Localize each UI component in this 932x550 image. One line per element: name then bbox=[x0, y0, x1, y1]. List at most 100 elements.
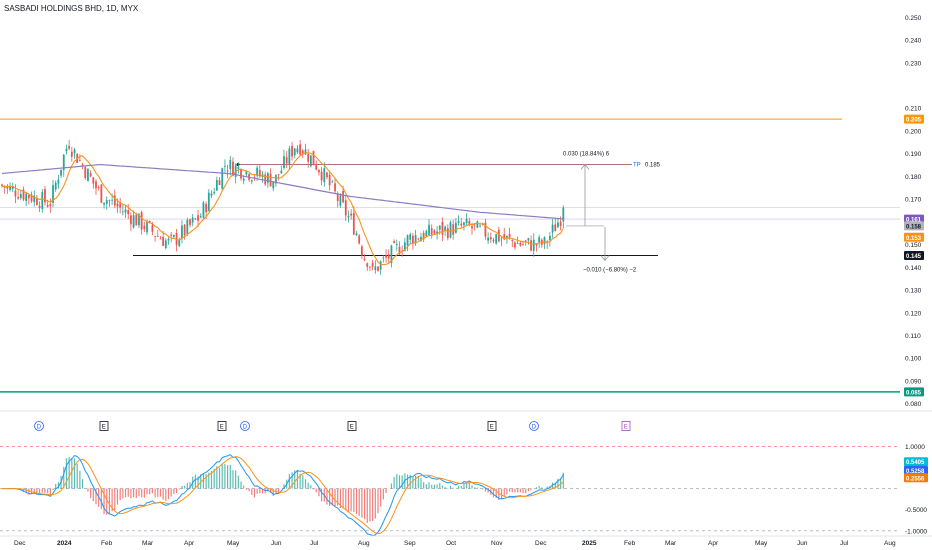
low-support-badge: 0.085 bbox=[906, 390, 922, 396]
candle-body bbox=[25, 193, 28, 202]
candle-body bbox=[156, 236, 159, 237]
candle-body bbox=[78, 159, 81, 161]
candle-body bbox=[412, 235, 414, 244]
price-tick-label: 0.120 bbox=[905, 310, 922, 317]
candle-body bbox=[387, 254, 390, 259]
osc-bar bbox=[186, 482, 188, 489]
osc-bar bbox=[184, 485, 186, 489]
candle-body bbox=[489, 237, 492, 240]
osc-bar bbox=[68, 457, 70, 489]
osc-bar bbox=[535, 487, 538, 489]
osc-bar bbox=[44, 488, 46, 493]
candle-body bbox=[108, 200, 111, 202]
candle-body bbox=[119, 202, 122, 208]
candle-body bbox=[1, 184, 3, 186]
osc-bar bbox=[227, 465, 229, 489]
candle-body bbox=[121, 211, 124, 213]
osc-bar bbox=[463, 482, 465, 489]
candle-body bbox=[81, 164, 84, 166]
candle-body bbox=[318, 169, 320, 173]
osc-bar bbox=[460, 485, 462, 489]
osc-bar bbox=[396, 474, 398, 489]
osc-bar bbox=[433, 484, 435, 489]
candle-body bbox=[371, 262, 374, 267]
macd-line bbox=[2, 454, 564, 537]
candle-body bbox=[194, 218, 197, 220]
candle-body bbox=[172, 235, 175, 237]
osc-bar bbox=[138, 488, 140, 497]
osc-bar bbox=[57, 482, 59, 489]
osc-bar bbox=[385, 488, 387, 493]
osc-bar bbox=[261, 488, 264, 494]
candle-body bbox=[446, 228, 449, 239]
candle-body bbox=[62, 154, 65, 171]
osc-bar bbox=[452, 487, 454, 489]
candle-body bbox=[436, 231, 438, 235]
up-measure-label: 0.030 (18.84%) 6 bbox=[563, 152, 610, 158]
support-badge-bg bbox=[904, 250, 924, 260]
osc-histogram bbox=[17, 457, 564, 523]
candle-body bbox=[363, 259, 366, 261]
osc-bar bbox=[92, 488, 94, 502]
osc-bar bbox=[175, 488, 178, 494]
candle-body bbox=[130, 215, 132, 225]
candle-body bbox=[500, 238, 503, 240]
candle-body bbox=[154, 236, 156, 237]
candle-body bbox=[30, 194, 33, 202]
candle-body bbox=[438, 225, 441, 230]
candle-body bbox=[554, 224, 557, 232]
osc-bar bbox=[495, 488, 497, 499]
candle-body bbox=[444, 226, 447, 231]
osc-bar bbox=[116, 488, 119, 505]
osc-bar bbox=[63, 466, 65, 489]
candle-body bbox=[551, 224, 554, 233]
low-support-badge-bg bbox=[904, 387, 924, 397]
osc-bar bbox=[87, 488, 89, 492]
price-tick-label: 0.180 bbox=[905, 174, 922, 181]
osc-bar bbox=[312, 488, 315, 490]
candle-body bbox=[548, 236, 551, 241]
candle-body bbox=[191, 217, 194, 223]
osc-bar bbox=[457, 485, 460, 489]
candle-body bbox=[167, 238, 170, 241]
osc-bar bbox=[345, 488, 347, 511]
candle-body bbox=[320, 171, 323, 181]
osc-bar bbox=[218, 467, 221, 489]
osc-bar bbox=[517, 488, 519, 493]
osc-bar bbox=[36, 488, 38, 493]
candle-body bbox=[417, 238, 420, 240]
osc-bar bbox=[291, 472, 293, 489]
osc-bar bbox=[468, 482, 470, 489]
candle-body bbox=[479, 225, 481, 227]
osc-bar bbox=[251, 488, 253, 496]
candle-body bbox=[328, 174, 331, 186]
time-tick-label: Oct bbox=[446, 540, 456, 547]
osc-badge-bg bbox=[904, 465, 928, 475]
osc-bar bbox=[272, 488, 274, 496]
candle-body bbox=[213, 191, 216, 194]
candle-body bbox=[27, 195, 30, 199]
candle-body bbox=[441, 221, 444, 235]
osc-bar bbox=[232, 470, 234, 489]
price-tick-label: 0.210 bbox=[905, 106, 922, 113]
candle-body bbox=[44, 189, 46, 203]
osc-bar bbox=[393, 476, 395, 489]
osc-bar bbox=[482, 488, 484, 490]
signal-line bbox=[2, 456, 564, 535]
candle-body bbox=[390, 245, 393, 263]
osc-bar bbox=[541, 487, 543, 489]
osc-bar bbox=[73, 458, 76, 489]
candle-body bbox=[148, 221, 151, 223]
osc-bar bbox=[248, 488, 250, 492]
osc-bar bbox=[189, 482, 191, 489]
candle-body bbox=[374, 266, 377, 271]
earnings-marker bbox=[217, 421, 227, 431]
osc-bar bbox=[492, 488, 495, 498]
osc-bar bbox=[28, 488, 30, 495]
osc-bar bbox=[213, 468, 215, 489]
candle-body bbox=[420, 236, 422, 242]
osc-bar bbox=[25, 488, 27, 494]
osc-bar bbox=[369, 488, 371, 522]
candle-body bbox=[256, 167, 259, 176]
